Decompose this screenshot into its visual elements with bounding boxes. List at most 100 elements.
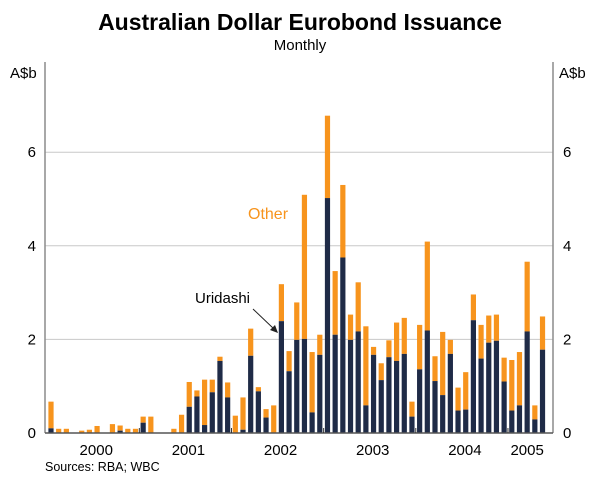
bar-other [417,324,423,370]
y-tick-labels: 0 0 2 2 4 4 6 6 [28,144,572,442]
bar-other [178,414,185,433]
bar-uridashi [340,257,346,433]
bar-uridashi [463,409,469,433]
bar-uridashi [225,397,231,433]
bar-uridashi [117,430,123,433]
bar-other [355,282,361,332]
bar-other [125,428,131,433]
bar-other [209,379,215,393]
bar-uridashi [455,410,461,433]
bar-uridashi [401,353,407,433]
bar-uridashi [347,339,354,433]
bar-uridashi [317,354,323,433]
bar-other [401,317,407,354]
bar-uridashi [355,331,361,433]
x-tick-label: 2005 [510,442,543,459]
bar-other [240,397,246,430]
x-tick-label: 2002 [264,442,297,459]
bar-uridashi [194,396,200,433]
bar-other [278,284,284,322]
bar-uridashi [363,405,369,433]
bar-other [463,372,469,410]
annotation-other: Other [248,206,289,223]
bar-uridashi [524,331,530,433]
bar-uridashi [478,358,484,433]
bar-other [286,351,292,372]
bar-uridashi [248,355,254,433]
bar-other [324,115,331,199]
bar-uridashi [409,416,415,433]
bar-uridashi [417,369,423,433]
bar-other [478,324,484,359]
bar-uridashi [539,349,546,433]
bar-uridashi [370,354,377,433]
bar-other [140,416,146,423]
bars [48,115,546,433]
x-tick-label: 2003 [356,442,389,459]
bar-uridashi [394,360,400,433]
bar-other [470,294,476,321]
bar-uridashi [240,429,246,433]
bar-other [532,405,538,420]
uridashi-arrow [252,308,278,333]
bar-other [370,346,377,355]
bar-uridashi [378,380,384,433]
bar-other [386,340,392,358]
bar-other [117,425,123,431]
bar-other [48,401,54,429]
bar-other [317,334,323,355]
bar-other [340,184,346,258]
bar-uridashi [324,198,331,433]
bar-uridashi [440,395,446,433]
bar-other [263,409,269,418]
bar-other [493,314,500,341]
y-tick-label-left: 4 [28,238,36,255]
bar-other [516,352,523,406]
chart-title: Australian Dollar Eurobond Issuance [98,9,502,35]
bar-uridashi [140,422,146,433]
bar-other [409,401,415,417]
bar-uridashi [501,381,507,433]
annotation-uridashi: Uridashi [195,290,250,307]
bar-uridashi [516,405,523,433]
x-tick-label: 2001 [172,442,205,459]
bar-other [63,428,69,433]
bar-other [378,363,384,381]
bar-other [109,424,116,433]
bar-other [347,314,354,340]
bar-other [432,356,438,382]
bar-other [132,428,139,433]
bar-uridashi [263,417,269,433]
y-tick-label-left: 0 [28,425,36,442]
bar-uridashi [48,428,54,433]
bar-other [56,428,62,433]
bar-uridashi [386,357,392,433]
x-tick-labels: 2000 2001 2002 2003 2004 2005 [80,442,544,459]
bar-uridashi [286,371,292,433]
bar-other [148,416,154,433]
bar-other [524,261,530,332]
bar-other [271,405,277,433]
bar-uridashi [217,360,223,433]
bar-other [363,326,369,406]
bar-uridashi [209,392,215,433]
bar-other [294,302,300,340]
bar-other [248,328,254,356]
bar-other [332,271,338,335]
source-note: Sources: RBA; WBC [45,460,160,474]
bar-other [194,390,200,397]
bar-other [232,415,238,433]
bar-other [309,352,315,413]
y-tick-label-right: 2 [563,331,571,348]
bar-uridashi [486,342,492,433]
bar-uridashi [301,338,308,433]
bar-other [86,429,92,433]
bar-other [225,382,231,398]
bar-other [79,430,85,433]
y-axis-label-right: A$b [559,65,586,82]
bar-other [424,241,430,331]
bar-uridashi [470,320,476,433]
bar-uridashi [424,330,430,433]
bar-other [455,387,461,411]
bar-other [509,359,515,411]
